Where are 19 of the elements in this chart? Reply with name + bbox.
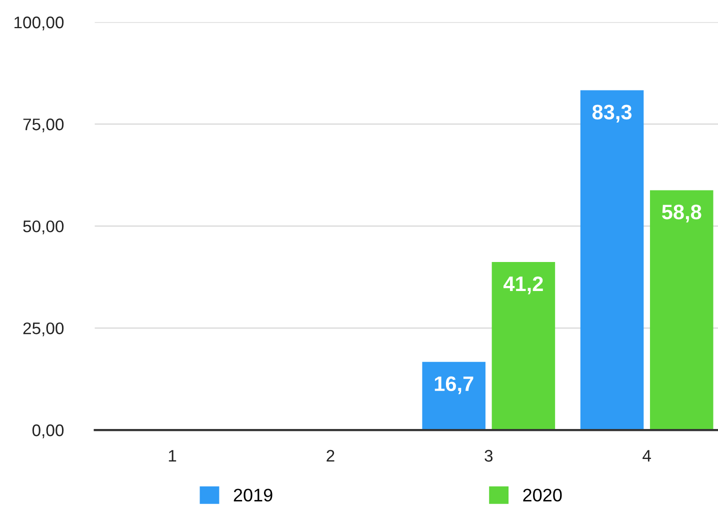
bar bbox=[580, 90, 644, 430]
y-tick-label: 50,00 bbox=[23, 220, 64, 234]
data-label: 41,2 bbox=[503, 276, 543, 294]
bar bbox=[492, 262, 556, 430]
y-tick-label: 100,00 bbox=[14, 16, 64, 30]
y-tick-label: 25,00 bbox=[23, 322, 64, 336]
x-tick-label: 4 bbox=[642, 450, 651, 462]
legend-label: 2019 bbox=[234, 488, 272, 502]
y-tick-label: 0,00 bbox=[32, 424, 64, 438]
data-label: 16,7 bbox=[434, 376, 474, 394]
x-tick-label: 1 bbox=[168, 450, 176, 462]
bar bbox=[422, 362, 486, 430]
data-label: 83,3 bbox=[592, 104, 632, 122]
legend-label: 2020 bbox=[523, 488, 562, 502]
y-tick-label: 75,00 bbox=[23, 118, 64, 132]
x-tick-label: 2 bbox=[326, 450, 334, 462]
x-tick-label: 3 bbox=[484, 450, 493, 462]
data-label: 58,8 bbox=[662, 204, 702, 222]
bar bbox=[650, 190, 714, 430]
